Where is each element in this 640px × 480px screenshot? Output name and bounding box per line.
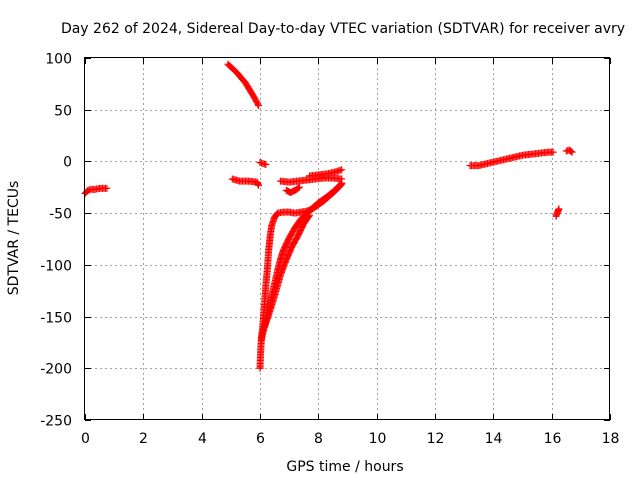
- y-tick-label: 0: [63, 155, 72, 171]
- data-point: [305, 212, 313, 220]
- x-tick-label: 6: [256, 431, 265, 447]
- x-tick-label: 12: [427, 431, 445, 447]
- x-tick-label: 4: [198, 431, 207, 447]
- data-trace: [260, 211, 314, 331]
- data-trace: [552, 205, 563, 220]
- data-point: [254, 100, 262, 108]
- data-trace: [562, 146, 576, 156]
- y-tick-label: -100: [40, 259, 72, 275]
- x-tick-label: 0: [81, 431, 90, 447]
- x-tick-label: 16: [544, 431, 562, 447]
- data-point: [295, 183, 303, 191]
- data-points: [81, 60, 576, 372]
- y-tick-label: -200: [40, 362, 72, 378]
- data-point: [103, 184, 111, 192]
- data-point: [568, 148, 576, 156]
- data-point: [262, 161, 270, 169]
- data-point: [338, 175, 346, 183]
- y-axis-label: SDTVAR / TECUs: [6, 181, 22, 296]
- data-trace: [256, 180, 346, 372]
- data-point: [555, 205, 563, 213]
- data-trace: [282, 183, 303, 196]
- data-trace: [257, 179, 346, 343]
- x-axis-label: GPS time / hours: [286, 459, 403, 475]
- data-trace: [81, 184, 111, 197]
- data-point: [255, 102, 263, 110]
- data-point: [294, 184, 302, 192]
- x-tick-label: 2: [139, 431, 148, 447]
- grid: [85, 58, 610, 420]
- y-tick-label: 100: [45, 52, 72, 68]
- data-point: [255, 181, 263, 189]
- data-point: [306, 211, 314, 219]
- x-tick-label: 14: [485, 431, 503, 447]
- y-tick-label: 50: [54, 104, 72, 120]
- x-tick-label: 8: [314, 431, 323, 447]
- x-tick-label: 10: [369, 431, 387, 447]
- chart-title: Day 262 of 2024, Sidereal Day-to-day VTE…: [61, 21, 625, 37]
- axis-ticks: 0 2 4 6 8 10 12 14 16 18 100 50 0 -50 -100 -150 -200 -250: [40, 52, 619, 448]
- y-tick-label: -50: [49, 207, 72, 223]
- data-trace: [306, 166, 346, 180]
- data-trace: [256, 158, 270, 169]
- data-point: [338, 166, 346, 174]
- y-tick-label: -250: [40, 414, 72, 430]
- data-point: [549, 148, 557, 156]
- plot-frame: [84, 57, 610, 420]
- y-tick-label: -150: [40, 311, 72, 327]
- data-trace: [466, 148, 557, 170]
- data-point: [567, 147, 575, 155]
- data-trace: [224, 60, 263, 110]
- x-tick-label: 18: [602, 431, 620, 447]
- data-trace: [228, 175, 263, 189]
